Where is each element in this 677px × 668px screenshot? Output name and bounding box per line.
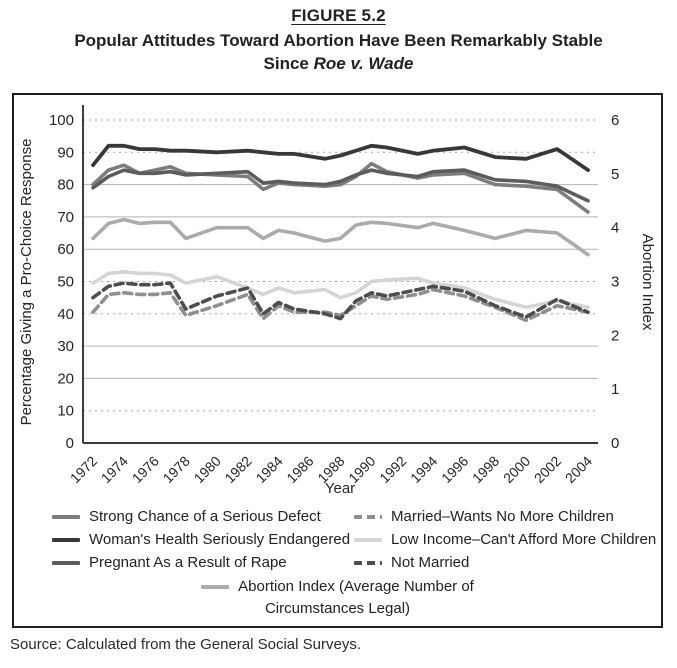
legend-swatch [52,537,80,542]
legend-item: Married–Wants No More Children [354,508,614,525]
legend-item: Pregnant As a Result of Rape [52,554,287,571]
y-axis-tick-left: 100 [49,112,74,129]
figure-title-line1: Popular Attitudes Toward Abortion Have B… [74,31,603,51]
x-axis-tick: 1978 [160,453,193,486]
legend-item: Low Income–Can't Afford More Children [354,531,656,548]
legend-label-line1: Abortion Index (Average Number of [238,578,474,596]
y-axis-tick-right: 6 [611,112,619,129]
x-axis-tick: 1980 [191,453,224,486]
legend-swatch [201,585,230,589]
series-line [91,168,590,203]
figure-title-line2-prefix: Since [263,53,314,73]
y-axis-tick-right: 4 [611,220,619,237]
figure-title-case-name: Roe v. Wade [313,53,414,73]
legend-item-abortion-index: Abortion Index (Average Number of Circums… [14,574,661,620]
legend-label-line2: Circumstances Legal) [264,599,411,617]
y-axis-tick-left: 60 [57,241,74,258]
series-line [91,143,590,172]
y-axis-tick-right: 2 [611,327,619,344]
chart-frame: 0 10 20 30 40 50 60 70 80 90 100 0 1 2 3 4 5 6 1972 1974 197… [12,93,663,628]
legend-label: Strong Chance of a Serious Defect [89,508,321,525]
x-axis-tick: 2004 [562,453,595,486]
legend-label: Low Income–Can't Afford More Children [391,531,657,548]
x-axis-tick: 2002 [531,453,564,486]
y-axis-tick-left: 10 [57,403,74,420]
series-line [91,217,590,257]
y-axis-tick-left: 20 [57,370,74,387]
legend-label: Not Married [391,554,470,571]
y-axis-tick-left: 0 [66,435,74,452]
legend-swatch [354,537,382,542]
figure-title-line2: Since Roe v. Wade [0,53,677,75]
legend-label: Pregnant As a Result of Rape [89,554,287,571]
legend-label: Woman's Health Seriously Endangered [89,531,351,548]
legend-swatch [52,514,80,519]
x-axis-tick: 1998 [469,453,502,486]
x-axis-tick: 1976 [129,453,162,486]
attitudes-line-chart: 0102030405060708090100012345619721974197… [18,105,656,497]
x-axis-tick: 1982 [221,453,254,486]
x-axis-tick: 1986 [283,453,316,486]
y-axis-tick-right: 1 [611,381,619,398]
y-axis-tick-left: 90 [57,144,74,161]
x-axis-tick: 1996 [438,453,471,486]
x-axis-tick: 2000 [500,453,533,486]
x-axis-tick: 1994 [407,453,440,486]
x-axis-tick: 1992 [376,453,409,486]
figure-title-block: FIGURE 5.2 Popular Attitudes Toward Abor… [0,5,677,75]
x-axis-label: Year [325,480,355,497]
y-axis-tick-left: 50 [57,274,74,291]
series-line [91,281,590,321]
x-axis-tick: 1974 [98,453,131,486]
legend-swatch [354,514,382,519]
legend-swatch [52,560,80,565]
y-axis-tick-left: 30 [57,338,74,355]
series-line [91,270,590,310]
y-axis-tick-left: 70 [57,209,74,226]
legend-item: Woman's Health Seriously Endangered [52,531,350,548]
legend-swatch [354,560,382,565]
y-axis-tick-left: 80 [57,177,74,194]
legend-item: Strong Chance of a Serious Defect [52,508,321,525]
y-axis-tick-right: 5 [611,166,619,183]
y-axis-tick-left: 40 [57,306,74,323]
figure-number: FIGURE 5.2 [291,6,386,25]
y-axis-label-left: Percentage Giving a Pro-Choice Response [18,139,35,426]
x-axis-tick: 1984 [252,453,285,486]
y-axis-tick-right: 0 [611,435,619,452]
x-axis-tick: 1972 [67,453,100,486]
legend-label: Married–Wants No More Children [391,508,614,525]
y-axis-tick-right: 3 [611,274,619,291]
y-axis-label-right: Abortion Index [639,234,656,331]
legend-item: Not Married [354,554,469,571]
source-note: Source: Calculated from the General Soci… [10,636,361,653]
